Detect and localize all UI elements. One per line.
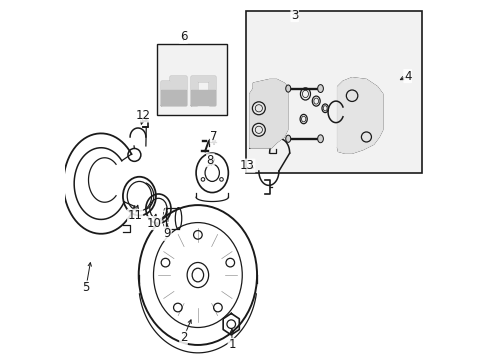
Bar <box>246 12 421 173</box>
Ellipse shape <box>285 85 290 92</box>
Text: 6: 6 <box>180 30 187 43</box>
Text: 8: 8 <box>206 154 214 167</box>
Text: 11: 11 <box>127 210 142 222</box>
Circle shape <box>252 123 265 136</box>
Polygon shape <box>249 80 287 148</box>
Ellipse shape <box>317 85 323 93</box>
Text: 9: 9 <box>163 227 171 240</box>
Text: 12: 12 <box>136 109 151 122</box>
Polygon shape <box>190 90 215 105</box>
Text: 5: 5 <box>82 281 89 294</box>
Circle shape <box>252 102 265 115</box>
Text: 13: 13 <box>240 159 254 172</box>
Polygon shape <box>161 90 185 105</box>
Polygon shape <box>161 76 185 105</box>
Text: 2: 2 <box>180 331 187 344</box>
Ellipse shape <box>285 135 290 142</box>
Ellipse shape <box>317 135 323 143</box>
Text: 4: 4 <box>403 69 410 82</box>
Text: 7: 7 <box>210 130 217 144</box>
Text: 1: 1 <box>228 338 235 351</box>
Text: 3: 3 <box>290 9 298 22</box>
Polygon shape <box>337 78 382 153</box>
Bar <box>156 44 226 116</box>
Text: 10: 10 <box>146 216 161 230</box>
Polygon shape <box>190 76 215 105</box>
